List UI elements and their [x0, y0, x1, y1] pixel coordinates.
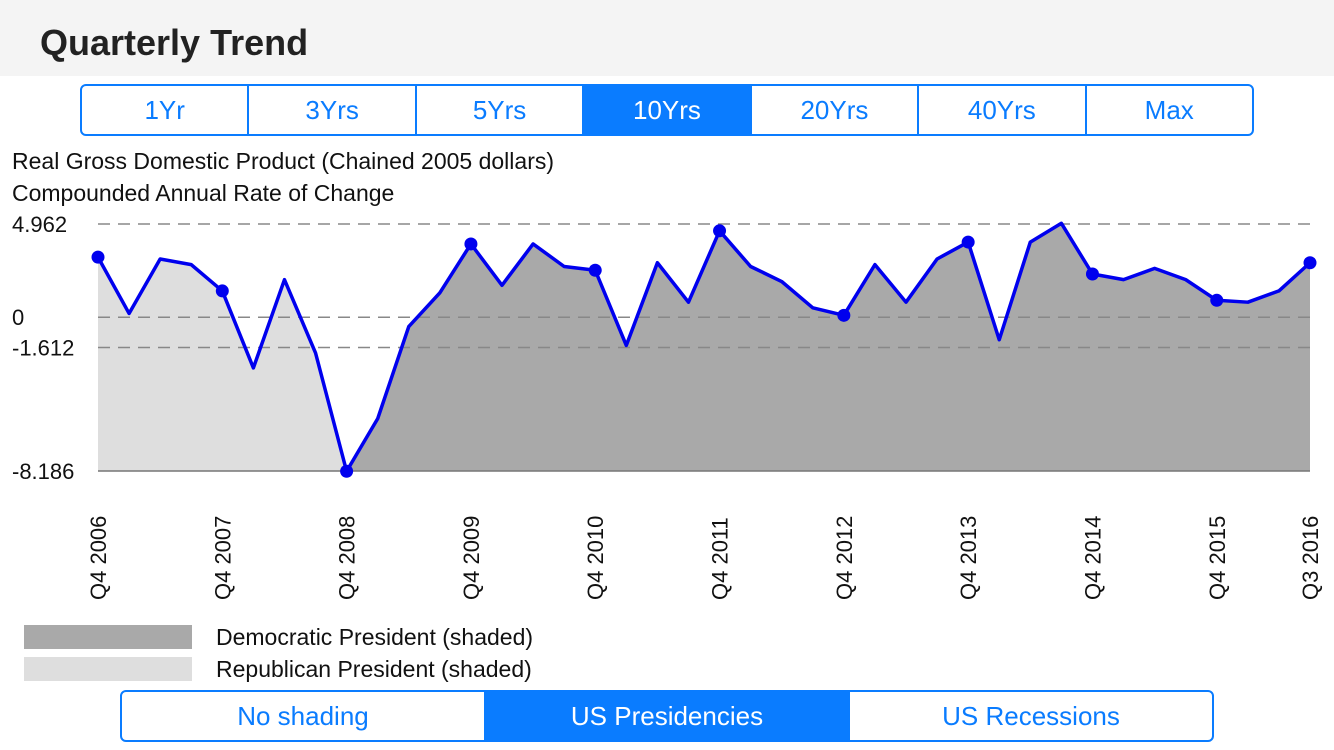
range-option-max[interactable]: Max	[1084, 86, 1252, 134]
data-point-marker	[588, 263, 602, 277]
y-tick-label: -8.186	[12, 459, 74, 484]
y-tick-label: 0	[12, 305, 24, 330]
range-option-1yr[interactable]: 1Yr	[144, 94, 185, 125]
shading-segmented-control: No shading US Presidencies US Recessions	[120, 690, 1214, 742]
x-tick-label: Q4 2014	[1080, 516, 1105, 600]
y-tick-label: 4.962	[12, 212, 67, 237]
shading-option-presidencies[interactable]: US Presidencies	[484, 692, 848, 740]
range-option-20yrs[interactable]: 20Yrs	[749, 86, 917, 134]
x-tick-label: Q4 2008	[335, 516, 360, 600]
range-option-10yrs[interactable]: 10Yrs	[582, 86, 750, 134]
shade-republican	[98, 257, 347, 472]
data-point-marker	[837, 308, 851, 322]
legend-item-democratic: Democratic President (shaded)	[24, 624, 533, 650]
x-tick-label: Q4 2015	[1205, 516, 1230, 600]
y-tick-label: -1.612	[12, 336, 74, 361]
page-title: Quarterly Trend	[40, 22, 309, 63]
range-option-40yrs[interactable]: 40Yrs	[917, 86, 1084, 134]
legend-swatch-democratic	[24, 625, 192, 649]
shading-option-none[interactable]: No shading	[237, 700, 369, 731]
data-point-marker	[464, 237, 478, 251]
range-segmented-control: 1Yr 3Yrs 5Yrs 10Yrs 20Yrs 40Yrs Max	[80, 84, 1254, 136]
data-point-marker	[961, 235, 975, 249]
series-line	[96, 221, 1312, 474]
x-tick-label: Q4 2010	[583, 516, 608, 600]
data-point-marker	[1085, 267, 1099, 281]
x-tick-label: Q4 2009	[459, 516, 484, 600]
legend-item-republican: Republican President (shaded)	[24, 656, 532, 682]
x-tick-label: Q4 2012	[832, 516, 857, 600]
x-tick-label: Q3 2016	[1298, 516, 1323, 600]
data-point-marker	[713, 224, 727, 238]
data-point-marker	[1303, 256, 1317, 270]
x-tick-label: Q4 2006	[86, 516, 111, 600]
data-point-marker	[1210, 293, 1224, 307]
x-tick-label: Q4 2007	[210, 516, 235, 600]
range-option-3yrs[interactable]: 3Yrs	[247, 86, 414, 134]
chart-subtitle: Compounded Annual Rate of Change	[12, 180, 395, 206]
data-point-marker	[340, 464, 354, 478]
x-tick-label: Q4 2013	[956, 516, 981, 600]
chart-title: Real Gross Domestic Product (Chained 200…	[12, 148, 555, 174]
gdp-chart: 4.962 0 -1.612 -8.186 Q4 2006 Q4 2007 Q4 2008 Q…	[12, 212, 1323, 600]
data-point-marker	[215, 284, 229, 298]
legend-label-democratic: Democratic President (shaded)	[216, 623, 534, 650]
shading-option-recessions[interactable]: US Recessions	[848, 692, 1212, 740]
range-option-5yrs[interactable]: 5Yrs	[414, 86, 582, 134]
legend-swatch-republican	[24, 657, 192, 681]
legend-label-republican: Republican President (shaded)	[216, 655, 532, 682]
header-bar	[0, 0, 1334, 76]
data-point-marker	[91, 250, 105, 264]
x-tick-label: Q4 2011	[708, 517, 733, 600]
